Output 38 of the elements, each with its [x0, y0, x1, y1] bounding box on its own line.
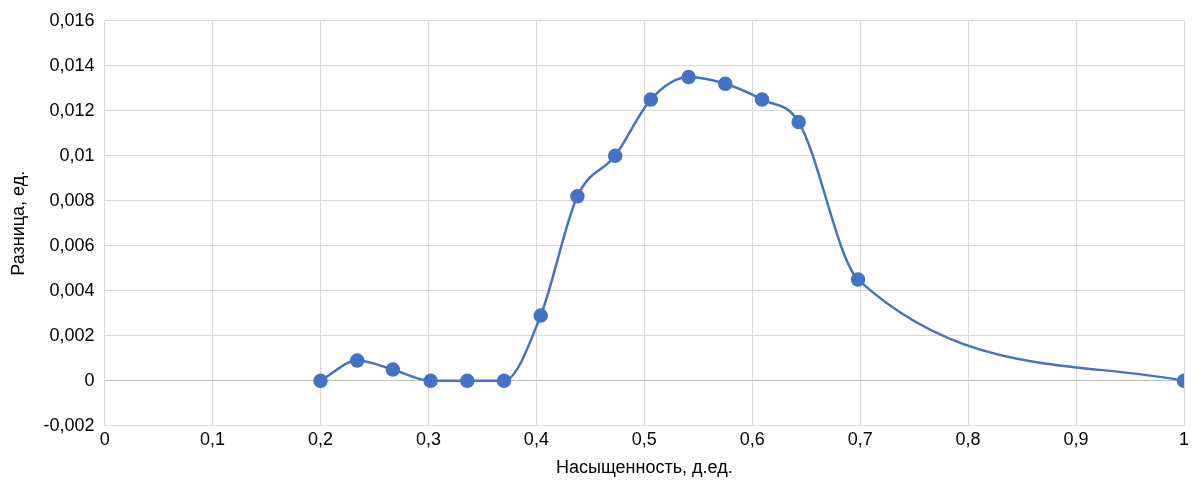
y-tick-label: 0,014 [49, 54, 95, 75]
point [385, 362, 401, 377]
point [313, 373, 328, 389]
point [643, 92, 659, 107]
point [496, 373, 512, 389]
x-tick-label: 0,3 [415, 428, 441, 449]
point [570, 189, 585, 204]
y-tick-label: 0,008 [49, 189, 95, 210]
point [533, 308, 548, 323]
point [850, 272, 866, 287]
x-tick-label: 0,7 [847, 428, 873, 449]
y-tick-label: 0 [84, 369, 95, 390]
x-axis-title: Насыщенность, д.ед. [555, 457, 733, 478]
x-tick-label: 0,8 [955, 428, 981, 449]
point [607, 148, 623, 164]
y-tick-label: 0,016 [49, 9, 95, 30]
x-tick-label: 0,6 [739, 428, 765, 449]
y-axis-title: Разница, ед. [7, 170, 28, 276]
y-tick-label: -0,002 [43, 414, 95, 435]
x-tick-label: 0,1 [200, 428, 226, 449]
point [718, 76, 733, 92]
x-tick-label: 0 [99, 428, 110, 449]
y-tick-label: 0,01 [59, 144, 95, 165]
point [681, 69, 696, 85]
y-tick-label: 0,006 [49, 234, 95, 255]
point [423, 373, 438, 389]
y-tick-label: 0,004 [49, 279, 95, 300]
x-tick-label: 1 [1178, 428, 1190, 449]
y-tick-label: 0,012 [49, 99, 95, 120]
y-tick-label: 0,002 [49, 324, 95, 345]
point [349, 353, 365, 368]
x-tick-label: 0,4 [523, 428, 549, 449]
point [791, 114, 806, 130]
x-tick-label: 0,9 [1063, 428, 1089, 449]
x-tick-label: 0,5 [631, 428, 657, 449]
point [460, 373, 475, 389]
point [754, 92, 770, 107]
x-tick-label: 0,2 [307, 428, 334, 449]
